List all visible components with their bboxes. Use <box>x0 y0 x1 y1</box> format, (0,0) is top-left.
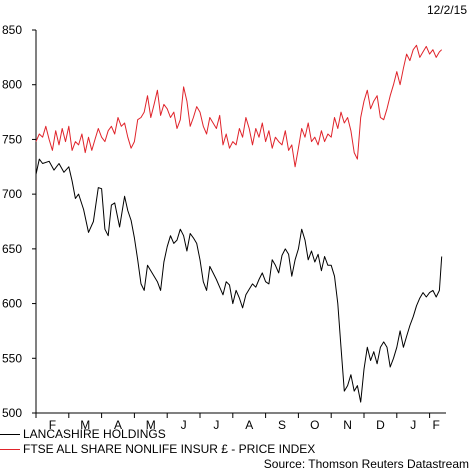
legend-item-ftse: FTSE ALL SHARE NONLIFE INSUR £ - PRICE I… <box>0 442 315 456</box>
x-tick-label: A <box>114 418 122 432</box>
legend-swatch-lancashire <box>0 433 20 435</box>
x-tick-label: O <box>310 418 319 432</box>
x-tick-label: J <box>410 418 416 432</box>
y-tick-label: 700 <box>2 187 22 201</box>
y-tick-label: 850 <box>2 23 22 37</box>
y-tick-label: 550 <box>2 351 22 365</box>
y-tick-label: 500 <box>2 406 22 420</box>
legend-item-lancashire: LANCASHIRE HOLDINGS <box>0 427 166 441</box>
ftse-series-line <box>35 44 443 168</box>
x-tick-label: D <box>376 418 385 432</box>
y-axis: 500 550 600 650 700 750 800 850 <box>2 23 37 420</box>
source-note: Source: Thomson Reuters Datastream <box>263 457 469 471</box>
legend-swatch-ftse <box>0 448 20 450</box>
lancashire-series-line <box>35 158 443 403</box>
y-tick-label: 800 <box>2 78 22 92</box>
y-tick-label: 600 <box>2 297 22 311</box>
x-tick-label: F <box>49 418 56 432</box>
legend-label-ftse: FTSE ALL SHARE NONLIFE INSUR £ - PRICE I… <box>23 442 316 456</box>
x-tick-label: A <box>245 418 253 432</box>
date-label: 12/2/15 <box>426 3 467 17</box>
x-tick-label: M <box>146 418 156 432</box>
x-tick-label: J <box>213 418 219 432</box>
x-tick-label: J <box>181 418 187 432</box>
plot-area <box>35 44 443 403</box>
legend-label-lancashire: LANCASHIRE HOLDINGS <box>23 427 166 441</box>
x-tick-label: N <box>343 418 352 432</box>
y-tick-label: 750 <box>2 132 22 146</box>
x-tick-label: M <box>80 418 90 432</box>
x-tick-label: S <box>278 418 286 432</box>
y-tick-label: 650 <box>2 242 22 256</box>
x-tick-label: F <box>432 418 439 432</box>
